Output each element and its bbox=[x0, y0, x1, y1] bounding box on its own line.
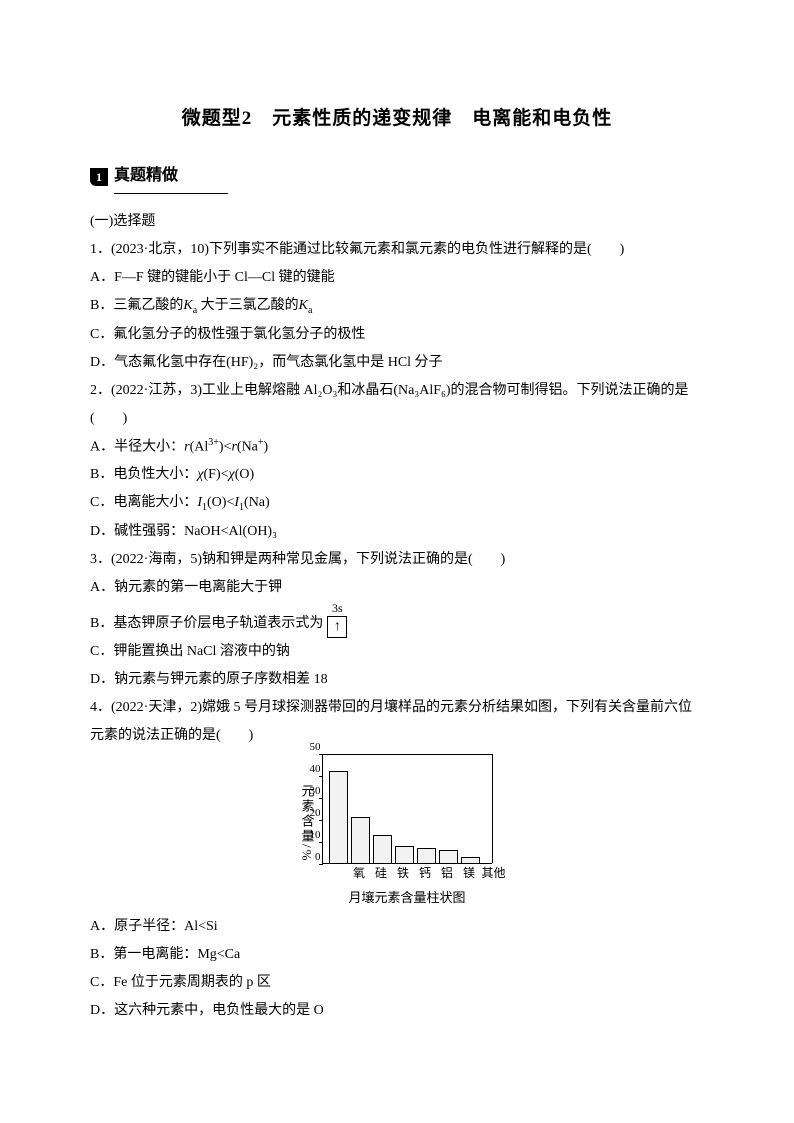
tickline bbox=[319, 798, 323, 799]
ytick-0: 0 bbox=[315, 852, 321, 863]
chart-xlabel: 镁 bbox=[460, 866, 479, 880]
tickline bbox=[319, 776, 323, 777]
section-header: 1 真题精做 bbox=[90, 160, 704, 194]
subsection-heading: (一)选择题 bbox=[90, 208, 704, 236]
q1-option-c: C．氟化氢分子的极性强于氯化氢分子的极性 bbox=[90, 321, 704, 349]
q1-option-a: A．F—F 键的键能小于 Cl—Cl 键的键能 bbox=[90, 264, 704, 292]
chart-bar bbox=[351, 817, 370, 863]
orbital-label: 3s bbox=[332, 602, 343, 614]
q1-stem: 1．(2023·北京，10)下列事实不能通过比较氟元素和氯元素的电负性进行解释的… bbox=[90, 236, 704, 264]
plot-border-top bbox=[323, 754, 493, 755]
q2-c-pre: C．电离能大小： bbox=[90, 495, 197, 510]
q4-stem: 4．(2022·天津，2)嫦娥 5 号月球探测器带回的月壤样品的元素分析结果如图… bbox=[90, 694, 704, 750]
ytick-4: 40 bbox=[310, 764, 321, 775]
orbital-box-icon: ↑ bbox=[327, 616, 347, 638]
chart-bar bbox=[373, 835, 392, 864]
q3-option-b: B．基态钾原子价层电子轨道表示式为 3s ↑ bbox=[90, 602, 704, 638]
q2-stem: 2．(2022·江苏，3)工业上电解熔融 Al₂O₃和冰晶石(Na₃AlF₆)的… bbox=[90, 377, 704, 433]
ytick-3: 30 bbox=[310, 786, 321, 797]
chart-title: 月壤元素含量柱状图 bbox=[348, 885, 465, 911]
q2-option-c: C．电离能大小：I1(O)<I1(Na) bbox=[90, 489, 704, 518]
chart-container: 元素含量/% 0 10 20 30 40 50 bbox=[90, 754, 704, 910]
q2-option-d: D．碱性强弱：NaOH<Al(OH)₃ bbox=[90, 518, 704, 546]
q1-option-b: B．三氟乙酸的Ka 大于三氯乙酸的Ka bbox=[90, 292, 704, 321]
section-badge-icon: 1 bbox=[90, 168, 108, 186]
chart-xlabels: 氧硅铁钙铝镁其他 bbox=[350, 866, 501, 880]
page-title: 微题型2 元素性质的递变规律 电离能和电负性 bbox=[90, 100, 704, 138]
chart-xlabel: 其他 bbox=[482, 866, 501, 880]
chart-bar bbox=[395, 846, 414, 864]
chart-bars bbox=[329, 771, 480, 863]
q2-b-pre: B．电负性大小： bbox=[90, 467, 197, 482]
q4-option-a: A．原子半径：Al<Si bbox=[90, 913, 704, 941]
tickline bbox=[319, 864, 323, 865]
tickline bbox=[319, 842, 323, 843]
q3-option-d: D．钠元素与钾元素的原子序数相差 18 bbox=[90, 666, 704, 694]
chart-xlabel: 铁 bbox=[394, 866, 413, 880]
chart-xlabel: 硅 bbox=[372, 866, 391, 880]
ka-sub: a bbox=[308, 305, 312, 316]
q2-a-pre: A．半径大小： bbox=[90, 439, 184, 454]
chart-xlabel: 钙 bbox=[416, 866, 435, 880]
ka-symbol: K bbox=[183, 298, 192, 313]
ka-symbol: K bbox=[299, 298, 308, 313]
ytick-2: 20 bbox=[310, 808, 321, 819]
plot-border-right bbox=[492, 754, 493, 863]
tickline bbox=[319, 754, 323, 755]
chart-xlabel: 氧 bbox=[350, 866, 369, 880]
ytick-5: 50 bbox=[310, 742, 321, 753]
section-name: 真题精做 bbox=[114, 160, 228, 194]
q1-b-pre: B．三氟乙酸的 bbox=[90, 298, 183, 313]
q2-option-b: B．电负性大小：χ(F)<χ(O) bbox=[90, 461, 704, 489]
chart-bar bbox=[417, 848, 436, 863]
chart-xlabel: 铝 bbox=[438, 866, 457, 880]
chart-yticks: 0 10 20 30 40 50 bbox=[301, 746, 321, 866]
q4-option-b: B．第一电离能：Mg<Ca bbox=[90, 941, 704, 969]
chart-plot: 0 10 20 30 40 50 bbox=[322, 754, 492, 864]
q4-option-c: C．Fe 位于元素周期表的 p 区 bbox=[90, 969, 704, 997]
chart-bar bbox=[329, 771, 348, 863]
q3-option-a: A．钠元素的第一电离能大于钾 bbox=[90, 574, 704, 602]
tickline bbox=[319, 820, 323, 821]
q3-stem: 3．(2022·海南，5)钠和钾是两种常见金属，下列说法正确的是( ) bbox=[90, 546, 704, 574]
ka-sub: a bbox=[193, 305, 197, 316]
q1-b-mid: 大于三氯乙酸的 bbox=[201, 298, 299, 313]
chart-bar bbox=[439, 850, 458, 863]
chart-bar bbox=[461, 857, 480, 864]
q3-b-text: B．基态钾原子价层电子轨道表示式为 bbox=[90, 610, 323, 638]
orbital-diagram: 3s ↑ bbox=[327, 602, 347, 638]
q1-option-d: D．气态氟化氢中存在(HF)₂，而气态氯化氢中是 HCl 分子 bbox=[90, 349, 704, 377]
q2-option-a: A．半径大小：r(Al3+)<r(Na+) bbox=[90, 433, 704, 462]
q3-option-c: C．钾能置换出 NaCl 溶液中的钠 bbox=[90, 638, 704, 666]
q4-option-d: D．这六种元素中，电负性最大的是 O bbox=[90, 997, 704, 1025]
ytick-1: 10 bbox=[310, 830, 321, 841]
